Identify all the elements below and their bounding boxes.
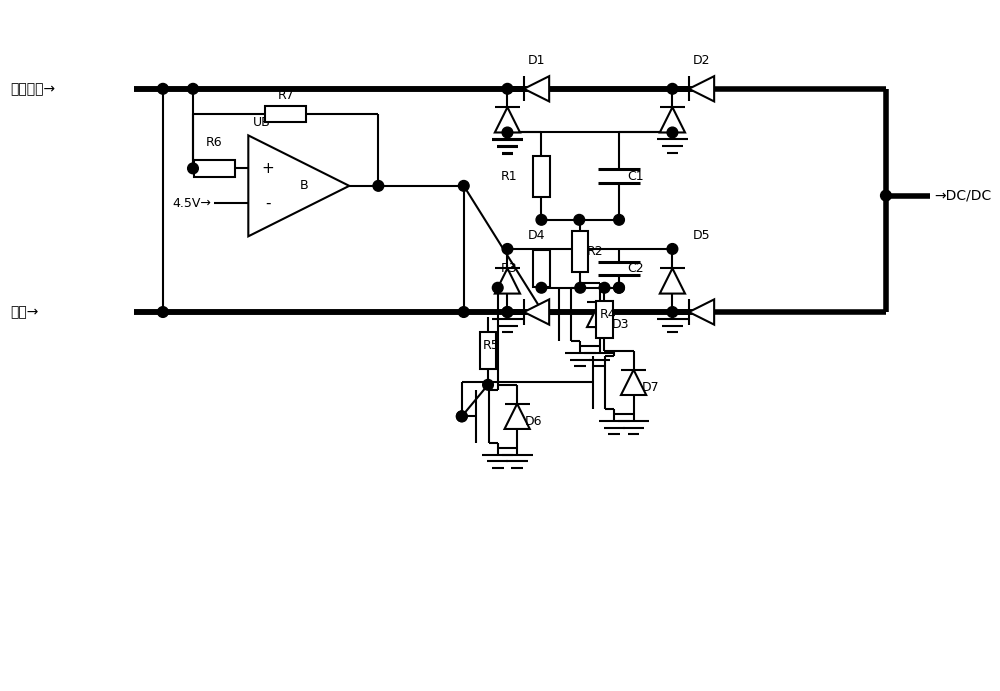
Circle shape — [188, 84, 198, 94]
Polygon shape — [495, 107, 520, 133]
Circle shape — [881, 190, 891, 201]
Text: R4: R4 — [600, 308, 616, 321]
Text: D5: D5 — [693, 229, 710, 242]
Text: →DC/DC: →DC/DC — [934, 189, 992, 202]
Text: R6: R6 — [206, 136, 223, 149]
Polygon shape — [248, 135, 349, 236]
Circle shape — [599, 283, 610, 293]
Text: B: B — [299, 180, 308, 192]
Circle shape — [492, 283, 503, 293]
Text: C1: C1 — [627, 170, 643, 182]
Circle shape — [456, 411, 467, 422]
Circle shape — [536, 283, 547, 293]
Text: 超级电容→: 超级电容→ — [11, 82, 56, 96]
Text: D4: D4 — [528, 229, 545, 242]
Bar — [596, 301, 613, 338]
Text: D7: D7 — [641, 381, 659, 394]
Circle shape — [158, 307, 168, 317]
Bar — [533, 250, 550, 287]
Circle shape — [458, 180, 469, 191]
Bar — [194, 160, 235, 177]
Text: +: + — [261, 161, 274, 176]
Circle shape — [575, 283, 586, 293]
Text: UB: UB — [253, 115, 271, 129]
Polygon shape — [524, 76, 549, 102]
Circle shape — [458, 307, 469, 317]
Circle shape — [614, 214, 624, 225]
Text: D6: D6 — [525, 415, 542, 428]
Text: -: - — [265, 196, 270, 211]
Polygon shape — [524, 299, 549, 325]
Circle shape — [667, 127, 678, 138]
Circle shape — [536, 214, 547, 225]
Circle shape — [158, 84, 168, 94]
Polygon shape — [660, 268, 685, 294]
Text: C2: C2 — [627, 262, 643, 275]
Text: 电池→: 电池→ — [11, 305, 39, 319]
Circle shape — [188, 163, 198, 173]
Polygon shape — [660, 107, 685, 133]
Text: R5: R5 — [483, 339, 500, 352]
Polygon shape — [495, 268, 520, 294]
Bar — [480, 332, 496, 369]
Polygon shape — [587, 302, 612, 327]
Circle shape — [502, 84, 513, 94]
Text: 4.5V→: 4.5V→ — [173, 197, 211, 210]
Circle shape — [502, 244, 513, 254]
Polygon shape — [689, 299, 714, 325]
Circle shape — [456, 411, 467, 422]
Bar — [265, 106, 306, 122]
Circle shape — [502, 127, 513, 138]
Text: R3: R3 — [501, 262, 517, 275]
Text: R1: R1 — [501, 170, 517, 182]
Text: D2: D2 — [693, 55, 710, 68]
Circle shape — [502, 307, 513, 317]
Circle shape — [502, 307, 513, 317]
Circle shape — [614, 283, 624, 293]
Text: D3: D3 — [611, 318, 629, 331]
Polygon shape — [621, 370, 646, 395]
Circle shape — [574, 214, 585, 225]
Circle shape — [667, 307, 678, 317]
Circle shape — [667, 84, 678, 94]
Bar — [533, 155, 550, 196]
Polygon shape — [505, 404, 530, 429]
Circle shape — [483, 379, 493, 390]
Text: R2: R2 — [587, 245, 604, 258]
Circle shape — [614, 283, 624, 293]
Circle shape — [667, 244, 678, 254]
Text: R7: R7 — [277, 89, 294, 102]
Text: D1: D1 — [528, 55, 545, 68]
Circle shape — [373, 180, 384, 191]
Bar — [572, 231, 588, 272]
Polygon shape — [689, 76, 714, 102]
